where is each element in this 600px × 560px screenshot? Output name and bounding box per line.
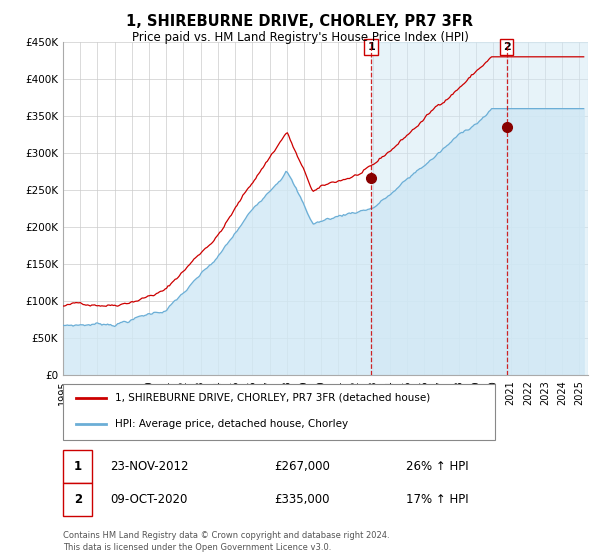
- Bar: [506, 42, 588, 375]
- Text: Contains HM Land Registry data © Crown copyright and database right 2024.: Contains HM Land Registry data © Crown c…: [63, 531, 389, 540]
- Text: This data is licensed under the Open Government Licence v3.0.: This data is licensed under the Open Gov…: [63, 543, 331, 552]
- Text: 2: 2: [503, 42, 511, 52]
- Bar: [63, 450, 92, 483]
- Bar: [371, 42, 506, 375]
- Text: 1, SHIREBURNE DRIVE, CHORLEY, PR7 3FR: 1, SHIREBURNE DRIVE, CHORLEY, PR7 3FR: [127, 14, 473, 29]
- Text: 17% ↑ HPI: 17% ↑ HPI: [406, 493, 469, 506]
- Text: £267,000: £267,000: [274, 460, 330, 473]
- Text: 1, SHIREBURNE DRIVE, CHORLEY, PR7 3FR (detached house): 1, SHIREBURNE DRIVE, CHORLEY, PR7 3FR (d…: [115, 393, 430, 403]
- Text: 1: 1: [74, 460, 82, 473]
- Text: 23-NOV-2012: 23-NOV-2012: [110, 460, 189, 473]
- Text: 2: 2: [74, 493, 82, 506]
- Text: 09-OCT-2020: 09-OCT-2020: [110, 493, 188, 506]
- Text: 26% ↑ HPI: 26% ↑ HPI: [406, 460, 469, 473]
- Bar: [63, 483, 92, 516]
- FancyBboxPatch shape: [63, 384, 495, 440]
- Text: £335,000: £335,000: [274, 493, 330, 506]
- Text: HPI: Average price, detached house, Chorley: HPI: Average price, detached house, Chor…: [115, 419, 348, 429]
- Text: Price paid vs. HM Land Registry's House Price Index (HPI): Price paid vs. HM Land Registry's House …: [131, 31, 469, 44]
- Text: 1: 1: [367, 42, 375, 52]
